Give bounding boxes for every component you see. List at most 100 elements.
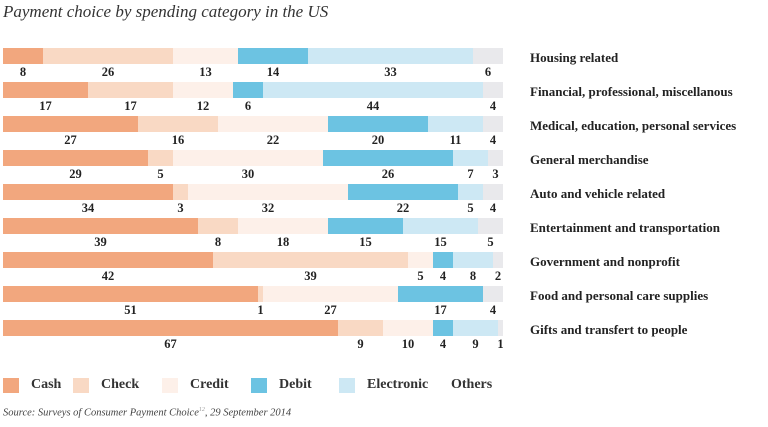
value-label-check-medical-education-personal-services: 16 xyxy=(172,133,185,147)
bar-electronic-financial-professional-miscellanous xyxy=(263,82,483,98)
legend-label-others: Others xyxy=(451,377,493,392)
value-label-cash-auto-and-vehicle-related: 34 xyxy=(82,201,95,215)
bar-check-food-and-personal-care-supplies xyxy=(258,286,263,302)
legend-swatch-electronic xyxy=(339,377,355,393)
source-note: Source: Surveys of Consumer Payment Choi… xyxy=(3,407,291,419)
value-label-others-financial-professional-miscellanous: 4 xyxy=(490,99,497,113)
bar-debit-gifts-and-transfert-to-people xyxy=(433,320,453,336)
bar-cash-auto-and-vehicle-related xyxy=(3,184,173,200)
bar-credit-government-and-nonprofit xyxy=(408,252,433,268)
bar-debit-general-merchandise xyxy=(323,150,453,166)
chart-title: Payment choice by spending category in t… xyxy=(3,2,329,21)
source-date: , 29 September 2014 xyxy=(204,407,292,419)
bar-row-housing-related: 8 26 13 14 33 6 Housing related xyxy=(3,48,619,79)
bar-electronic-medical-education-personal-services xyxy=(428,116,483,132)
category-label-gifts-and-transfert-to-people: Gifts and transfert to people xyxy=(530,322,688,337)
category-label-entertainment-and-transportation: Entertainment and transportation xyxy=(530,220,721,235)
bar-electronic-gifts-and-transfert-to-people xyxy=(453,320,498,336)
bar-credit-gifts-and-transfert-to-people xyxy=(383,320,433,336)
value-label-debit-housing-related: 14 xyxy=(267,65,280,79)
bar-row-gifts-and-transfert-to-people: 67 9 10 4 9 1 Gifts and transfert to people xyxy=(3,320,688,351)
bar-others-gifts-and-transfert-to-people xyxy=(498,320,503,336)
value-label-others-housing-related: 6 xyxy=(485,65,491,79)
bar-electronic-government-and-nonprofit xyxy=(453,252,493,268)
bar-others-auto-and-vehicle-related xyxy=(483,184,503,200)
bar-row-auto-and-vehicle-related: 34 3 32 22 5 4 Auto and vehicle related xyxy=(3,184,666,215)
value-label-cash-medical-education-personal-services: 27 xyxy=(64,133,77,147)
value-label-others-government-and-nonprofit: 2 xyxy=(495,269,501,283)
bar-cash-entertainment-and-transportation xyxy=(3,218,198,234)
value-label-debit-general-merchandise: 26 xyxy=(382,167,395,181)
bar-others-general-merchandise xyxy=(488,150,503,166)
value-label-check-financial-professional-miscellanous: 17 xyxy=(124,99,137,113)
bar-others-housing-related xyxy=(473,48,503,64)
value-label-debit-entertainment-and-transportation: 15 xyxy=(359,235,372,249)
value-label-debit-government-and-nonprofit: 4 xyxy=(440,269,447,283)
bar-credit-auto-and-vehicle-related xyxy=(188,184,348,200)
category-label-financial-professional-miscellanous: Financial, professional, miscellanous xyxy=(530,84,733,99)
value-label-check-auto-and-vehicle-related: 3 xyxy=(177,201,183,215)
category-label-housing-related: Housing related xyxy=(530,50,619,65)
bar-credit-financial-professional-miscellanous xyxy=(173,82,233,98)
legend: Cash Check Credit Debit Electronic Other… xyxy=(3,377,492,393)
value-label-credit-housing-related: 13 xyxy=(199,65,212,79)
bar-credit-entertainment-and-transportation xyxy=(238,218,328,234)
legend-item-credit: Credit xyxy=(162,377,251,393)
value-label-credit-entertainment-and-transportation: 18 xyxy=(277,235,290,249)
source-text: Source: Surveys of Consumer Payment Choi… xyxy=(3,407,199,419)
value-label-others-gifts-and-transfert-to-people: 1 xyxy=(497,337,503,351)
value-label-credit-government-and-nonprofit: 5 xyxy=(417,269,423,283)
bar-cash-housing-related xyxy=(3,48,43,64)
category-label-government-and-nonprofit: Government and nonprofit xyxy=(530,254,681,269)
value-label-electronic-government-and-nonprofit: 8 xyxy=(470,269,476,283)
value-label-others-medical-education-personal-services: 4 xyxy=(490,133,497,147)
bar-debit-entertainment-and-transportation xyxy=(328,218,403,234)
bar-row-medical-education-personal-services: 27 16 22 20 11 4 Medical, education, personal … xyxy=(3,116,736,147)
bar-row-entertainment-and-transportation: 39 8 18 15 15 5 Entertainment and transportati… xyxy=(3,218,721,249)
value-label-check-gifts-and-transfert-to-people: 9 xyxy=(357,337,363,351)
value-label-check-general-merchandise: 5 xyxy=(157,167,163,181)
value-label-others-food-and-personal-care-supplies: 4 xyxy=(490,303,497,317)
bar-debit-medical-education-personal-services xyxy=(328,116,428,132)
bar-check-government-and-nonprofit xyxy=(213,252,408,268)
bar-debit-food-and-personal-care-supplies xyxy=(398,286,483,302)
bar-debit-housing-related xyxy=(238,48,308,64)
value-label-electronic-entertainment-and-transportation: 15 xyxy=(434,235,447,249)
bar-cash-government-and-nonprofit xyxy=(3,252,213,268)
bar-electronic-entertainment-and-transportation xyxy=(403,218,478,234)
legend-label-electronic: Electronic xyxy=(367,377,429,392)
category-label-medical-education-personal-services: Medical, education, personal services xyxy=(530,118,736,133)
legend-label-debit: Debit xyxy=(279,377,312,392)
bar-cash-general-merchandise xyxy=(3,150,148,166)
bar-check-auto-and-vehicle-related xyxy=(173,184,188,200)
category-label-food-and-personal-care-supplies: Food and personal care supplies xyxy=(530,288,708,303)
value-label-cash-general-merchandise: 29 xyxy=(69,167,82,181)
bar-row-general-merchandise: 29 5 30 26 7 3 General merchandise xyxy=(3,150,649,181)
bar-others-entertainment-and-transportation xyxy=(478,218,503,234)
bar-debit-financial-professional-miscellanous xyxy=(233,82,263,98)
value-label-debit-medical-education-personal-services: 20 xyxy=(372,133,385,147)
bar-row-government-and-nonprofit: 42 39 5 4 8 2 Government and nonprofit xyxy=(3,252,681,283)
bar-check-gifts-and-transfert-to-people xyxy=(338,320,383,336)
value-label-cash-food-and-personal-care-supplies: 51 xyxy=(124,303,137,317)
value-label-electronic-auto-and-vehicle-related: 5 xyxy=(467,201,473,215)
legend-label-credit: Credit xyxy=(190,377,229,392)
value-label-check-housing-related: 26 xyxy=(102,65,115,79)
bar-credit-housing-related xyxy=(173,48,238,64)
value-label-check-food-and-personal-care-supplies: 1 xyxy=(257,303,263,317)
value-label-credit-gifts-and-transfert-to-people: 10 xyxy=(402,337,415,351)
bar-credit-general-merchandise xyxy=(173,150,323,166)
value-label-credit-financial-professional-miscellanous: 12 xyxy=(197,99,210,113)
value-label-electronic-housing-related: 33 xyxy=(384,65,397,79)
bar-others-medical-education-personal-services xyxy=(483,116,503,132)
legend-label-cash: Cash xyxy=(31,377,62,392)
category-label-auto-and-vehicle-related: Auto and vehicle related xyxy=(530,186,666,201)
value-label-others-entertainment-and-transportation: 5 xyxy=(487,235,493,249)
bar-credit-medical-education-personal-services xyxy=(218,116,328,132)
bar-check-medical-education-personal-services xyxy=(138,116,218,132)
legend-item-electronic: Electronic xyxy=(339,377,451,393)
value-label-cash-entertainment-and-transportation: 39 xyxy=(94,235,107,249)
bar-cash-medical-education-personal-services xyxy=(3,116,138,132)
value-label-debit-food-and-personal-care-supplies: 17 xyxy=(434,303,447,317)
